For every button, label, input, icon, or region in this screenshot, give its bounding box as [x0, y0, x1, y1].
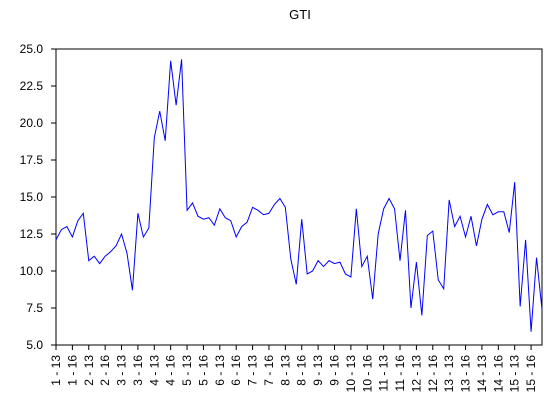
x-tick-label: 3 - 13	[115, 355, 129, 386]
x-tick-label: 5 - 16	[196, 355, 210, 386]
x-tick-label: 2 - 13	[82, 355, 96, 386]
x-tick-label: 3 - 16	[131, 355, 145, 386]
x-tick-label: 10 - 13	[344, 355, 358, 393]
x-tick-label: 14 - 16	[491, 355, 505, 393]
y-tick-label: 25.0	[20, 42, 44, 56]
y-tick-label: 17.5	[20, 153, 44, 167]
x-tick-label: 2 - 16	[98, 355, 112, 386]
x-tick-label: 1 - 13	[49, 355, 63, 386]
x-tick-label: 12 - 16	[426, 355, 440, 393]
x-tick-label: 13 - 13	[442, 355, 456, 393]
y-tick-label: 12.5	[20, 227, 44, 241]
x-tick-label: 12 - 13	[409, 355, 423, 393]
x-tick-label: 4 - 16	[164, 355, 178, 386]
x-tick-label: 8 - 16	[295, 355, 309, 386]
x-tick-label: 5 - 13	[180, 355, 194, 386]
x-tick-label: 7 - 16	[262, 355, 276, 386]
y-tick-label: 5.0	[26, 338, 43, 352]
x-tick-label: 15 - 13	[508, 355, 522, 393]
x-tick-label: 9 - 16	[327, 355, 341, 386]
chart-title: GTI	[289, 7, 311, 22]
x-tick-label: 11 - 16	[393, 355, 407, 392]
x-tick-label: 6 - 13	[213, 355, 227, 386]
y-tick-label: 22.5	[20, 79, 44, 93]
data-line	[55, 59, 543, 332]
y-tick-label: 15.0	[20, 190, 44, 204]
x-tick-label: 15 - 16	[524, 355, 538, 393]
x-tick-label: 1 - 16	[65, 355, 79, 386]
x-tick-label: 10 - 16	[360, 355, 374, 393]
x-tick-label: 13 - 16	[459, 355, 473, 393]
x-tick-label: 7 - 13	[246, 355, 260, 386]
y-tick-label: 7.5	[26, 301, 43, 315]
plot-frame	[55, 48, 543, 346]
x-tick-label: 4 - 13	[147, 355, 161, 386]
x-tick-label: 9 - 13	[311, 355, 325, 386]
x-tick-label: 6 - 16	[229, 355, 243, 386]
x-tick-label: 11 - 13	[377, 355, 391, 392]
y-tick-label: 10.0	[20, 264, 44, 278]
y-tick-label: 20.0	[20, 116, 44, 130]
x-tick-label: 8 - 13	[278, 355, 292, 386]
x-tick-label: 14 - 13	[475, 355, 489, 393]
